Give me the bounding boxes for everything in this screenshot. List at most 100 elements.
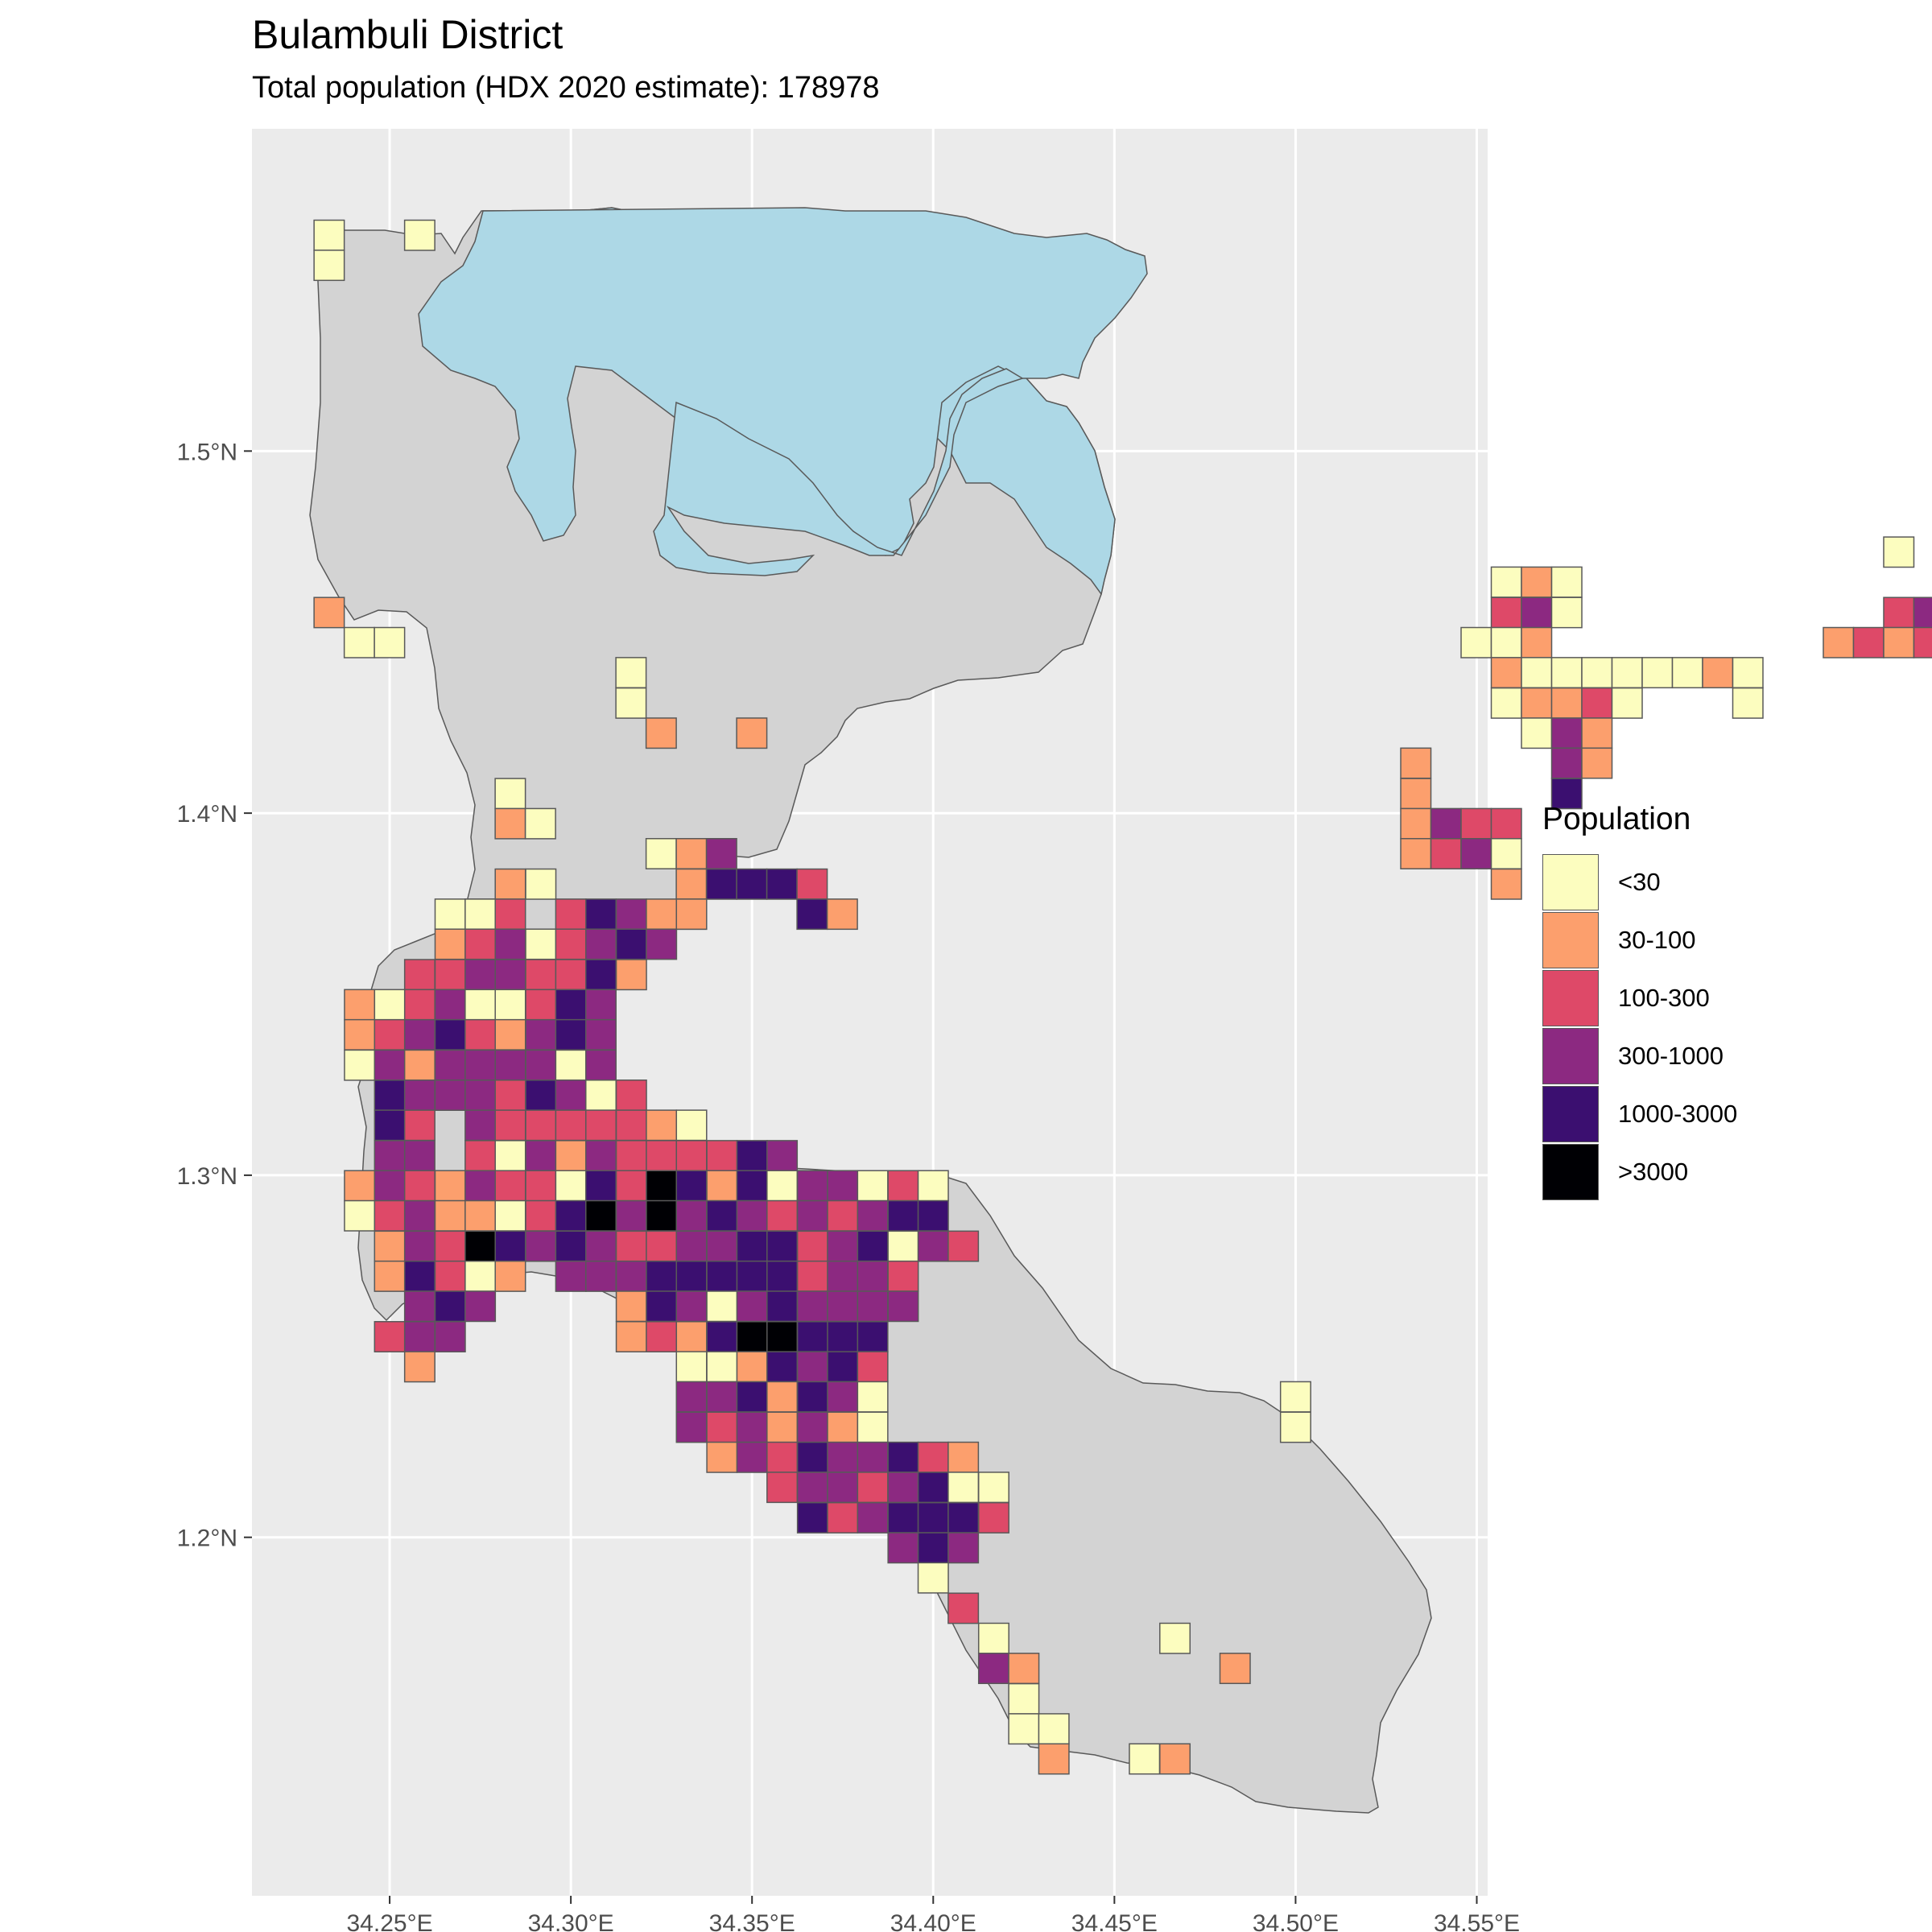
population-cell [615,1199,647,1232]
population-cell [887,1532,919,1564]
population-cell [917,1501,949,1534]
population-cell [494,778,526,810]
population-cell [494,1080,526,1111]
population-cell [917,1562,949,1594]
population-cell [555,1260,587,1292]
population-cell [464,1170,497,1202]
population-cell [494,1049,526,1081]
y-tick-label: 1.5°N [177,439,237,465]
population-cell [403,219,436,251]
population-cell [343,626,375,658]
population-cell [525,1140,557,1172]
population-cell [1279,1411,1311,1443]
population-cell [464,1049,497,1081]
population-cell [1611,687,1643,719]
population-cell [645,717,677,749]
legend: Population <30 30-100 100-300 300-1000 1… [1542,802,1737,1201]
population-cell [1038,1713,1070,1745]
population-cell [887,1170,919,1202]
population-cell [525,1199,557,1232]
population-cell [525,868,557,900]
population-cell [977,1472,1009,1504]
population-cell [706,1351,738,1383]
population-cell [403,1109,436,1141]
population-cell [403,1230,436,1262]
legend-key [1542,1028,1599,1084]
population-cell [313,250,345,282]
population-cell [1611,657,1643,689]
population-cell [675,1351,708,1383]
population-cell [403,1170,436,1202]
population-cell [706,1381,738,1413]
population-cell [464,989,497,1021]
population-cell [344,1199,376,1232]
population-cell [555,1049,587,1081]
population-cell [1581,717,1613,749]
population-cell [887,1441,919,1473]
population-cell [344,989,376,1021]
population-cell [796,868,828,900]
population-cell [615,1260,647,1292]
population-cell [857,1411,889,1443]
x-tick-label: 34.50°E [1253,1910,1339,1932]
population-cell [374,1049,406,1081]
axes: 34.25°E 34.30°E 34.35°E 34.40°E 34.45°E 34.50… [177,439,1520,1932]
population-cell [1671,657,1703,689]
population-cell [827,1351,859,1383]
population-cell [706,1290,738,1323]
population-cell [464,928,497,960]
population-cell [917,1230,949,1262]
population-cell [555,1080,587,1111]
population-cell [464,1260,497,1292]
population-cell [857,1381,889,1413]
population-cell [374,1199,406,1232]
population-cell [494,1109,526,1141]
population-cell [827,1230,859,1262]
population-cell [403,1321,436,1353]
population-cell [464,1199,497,1232]
population-cell [584,1018,617,1051]
population-cell [464,1140,497,1172]
population-cell [675,1321,708,1353]
population-cell [1430,838,1462,869]
population-cell [827,1170,859,1202]
population-cell [1550,747,1583,779]
population-cell [675,1230,708,1262]
population-cell [1521,657,1553,689]
population-cell [403,1018,436,1051]
population-cell [646,1140,678,1172]
population-cell [675,1290,708,1323]
population-cell [646,1290,678,1323]
population-cell [525,1080,557,1111]
population-cell [766,1411,799,1443]
population-cell [796,1351,828,1383]
population-cell [555,989,587,1021]
population-cell [584,1109,617,1141]
legend-item: 1000-3000 [1542,1085,1737,1143]
legend-label: 1000-3000 [1618,1100,1738,1128]
population-cell [736,717,768,749]
population-cell [675,1109,708,1141]
population-cell [464,1109,497,1141]
population-cell [525,928,557,960]
population-cell [675,1411,708,1443]
population-cell [857,1199,889,1232]
population-cell [434,1321,466,1353]
population-cell [584,1140,617,1172]
population-cell [646,1230,678,1262]
population-cell [1550,566,1583,598]
population-cell [464,959,497,991]
population-cell [1823,626,1855,658]
y-tick-label: 1.4°N [177,801,237,828]
population-cell [1490,626,1522,658]
population-cell [1641,657,1674,689]
population-cell [1913,597,1932,629]
population-cell [887,1260,919,1292]
population-cell [1550,778,1583,810]
population-cell [1460,838,1492,869]
population-cell [403,1049,436,1081]
population-cell [766,868,798,900]
population-cell [1490,657,1522,689]
population-cell [1521,566,1553,598]
population-cell [796,1260,828,1292]
